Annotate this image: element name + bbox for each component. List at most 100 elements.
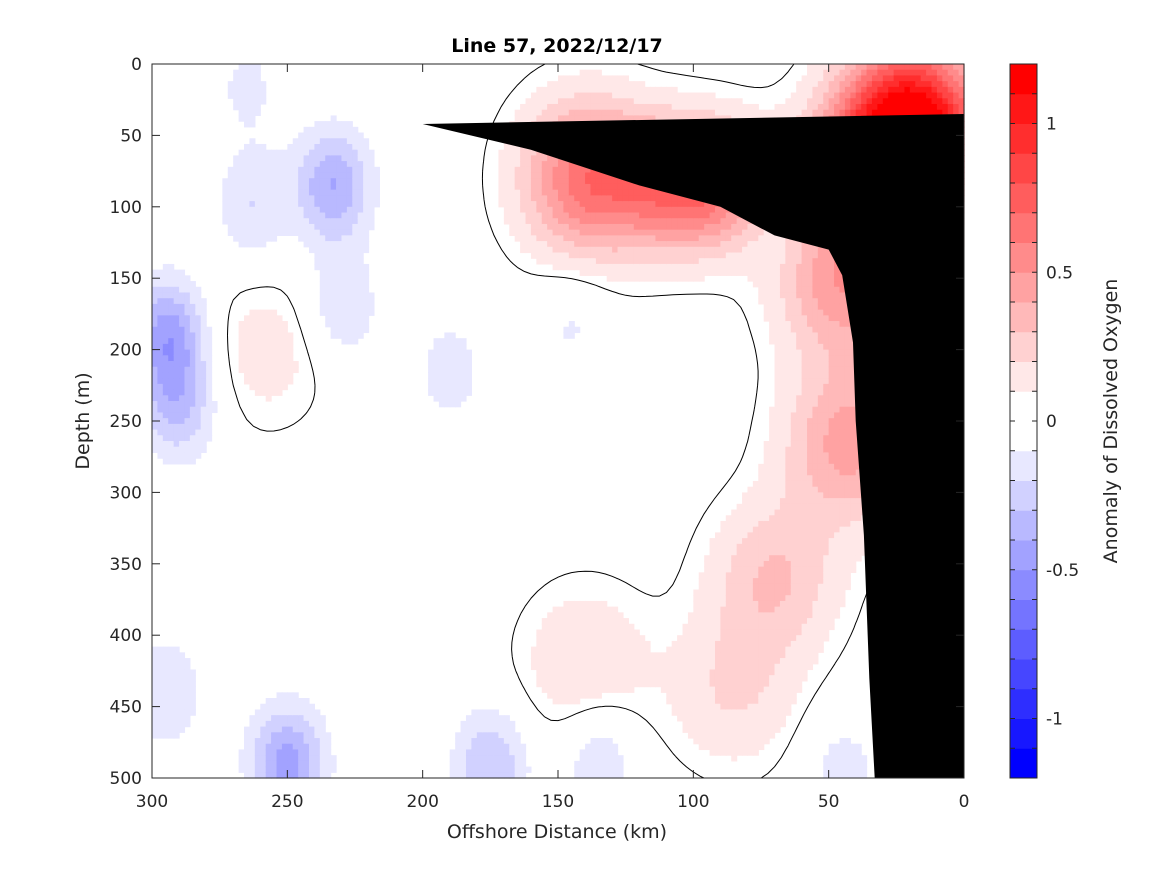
heatmap-cell <box>769 538 776 545</box>
heatmap-cell <box>579 760 586 768</box>
heatmap-cell <box>709 589 716 596</box>
heatmap-cell <box>249 183 256 191</box>
heatmap-cell <box>617 618 624 625</box>
heatmap-cell <box>606 241 613 248</box>
heatmap-cell <box>498 772 505 779</box>
heatmap-cell <box>189 435 196 442</box>
heatmap-cell <box>590 241 597 248</box>
heatmap-cell <box>260 343 267 351</box>
heatmap-cell <box>357 201 364 208</box>
heatmap-cell <box>606 675 613 682</box>
heatmap-cell <box>373 195 380 202</box>
heatmap-cell <box>677 652 684 659</box>
heatmap-cell <box>357 178 364 185</box>
heatmap-cell <box>330 206 337 214</box>
heatmap-cell <box>606 652 613 659</box>
heatmap-cell <box>774 686 781 693</box>
heatmap-cell <box>558 663 565 671</box>
heatmap-cell <box>785 623 792 631</box>
heatmap-cell <box>530 206 537 214</box>
heatmap-cell <box>736 732 743 739</box>
heatmap-cell <box>200 401 207 408</box>
heatmap-cell <box>779 315 786 322</box>
heatmap-cell <box>785 315 792 322</box>
heatmap-cell <box>687 652 694 659</box>
heatmap-cell <box>341 275 348 282</box>
heatmap-cell <box>682 235 689 242</box>
heatmap-cell <box>639 663 646 671</box>
heatmap-cell <box>298 229 305 236</box>
heatmap-cell <box>714 726 721 733</box>
heatmap-cell <box>677 103 684 111</box>
heatmap-cell <box>704 223 711 231</box>
heatmap-cell <box>790 560 797 568</box>
heatmap-cell <box>319 258 326 265</box>
heatmap-cell <box>595 246 602 254</box>
heatmap-cell <box>633 663 640 671</box>
heatmap-cell <box>779 515 786 522</box>
heatmap-cell <box>428 383 435 391</box>
heatmap-cell <box>590 669 597 676</box>
heatmap-cell <box>536 680 543 688</box>
heatmap-cell <box>493 743 500 751</box>
heatmap-cell <box>574 612 581 619</box>
heatmap-cell <box>579 640 586 648</box>
heatmap-cell <box>276 372 283 379</box>
heatmap-cell <box>433 383 440 391</box>
heatmap-cell <box>595 263 602 271</box>
heatmap-cell <box>162 395 169 402</box>
heatmap-cell <box>244 75 251 82</box>
heatmap-cell <box>612 178 619 185</box>
heatmap-cell <box>617 275 624 282</box>
heatmap-cell <box>633 98 640 105</box>
heatmap-cell <box>747 606 754 613</box>
heatmap-cell <box>677 715 684 722</box>
heatmap-cell <box>352 303 359 311</box>
heatmap-cell <box>769 246 776 254</box>
heatmap-cell <box>612 640 619 648</box>
heatmap-cell <box>714 589 721 596</box>
heatmap-cell <box>579 212 586 219</box>
heatmap-cell <box>574 86 581 94</box>
heatmap-cell <box>747 241 754 248</box>
heatmap-cell <box>179 281 186 288</box>
heatmap-cell <box>336 326 343 334</box>
heatmap-cell <box>325 212 332 219</box>
heatmap-cell <box>585 263 592 271</box>
heatmap-cell <box>330 252 337 259</box>
heatmap-cell <box>677 195 684 202</box>
heatmap-cell <box>281 755 288 762</box>
heatmap-cell <box>189 446 196 454</box>
heatmap-cell <box>622 269 629 276</box>
heatmap-cell <box>503 161 510 168</box>
heatmap-cell <box>644 646 651 653</box>
heatmap-cell <box>622 92 629 99</box>
heatmap-cell <box>314 709 321 716</box>
heatmap-cell <box>184 675 191 682</box>
heatmap-cell <box>168 698 175 705</box>
heatmap-cell <box>520 760 527 768</box>
heatmap-cell <box>655 98 662 105</box>
heatmap-cell <box>709 206 716 214</box>
heatmap-cell <box>736 263 743 271</box>
heatmap-cell <box>725 606 732 613</box>
heatmap-cell <box>552 618 559 625</box>
heatmap-cell <box>622 75 629 82</box>
heatmap-cell <box>714 646 721 653</box>
heatmap-cell <box>622 229 629 236</box>
heatmap-cell <box>281 326 288 334</box>
heatmap-cell <box>357 321 364 328</box>
heatmap-cell <box>530 652 537 659</box>
heatmap-cell <box>276 189 283 196</box>
heatmap-cell <box>774 315 781 322</box>
heatmap-cell <box>779 303 786 311</box>
heatmap-cell <box>682 241 689 248</box>
heatmap-cell <box>563 161 570 168</box>
heatmap-cell <box>541 646 548 653</box>
heatmap-cell <box>790 98 797 105</box>
heatmap-cell <box>731 652 738 659</box>
heatmap-cell <box>622 201 629 208</box>
heatmap-cell <box>790 675 797 682</box>
heatmap-cell <box>655 258 662 265</box>
heatmap-cell <box>574 669 581 676</box>
